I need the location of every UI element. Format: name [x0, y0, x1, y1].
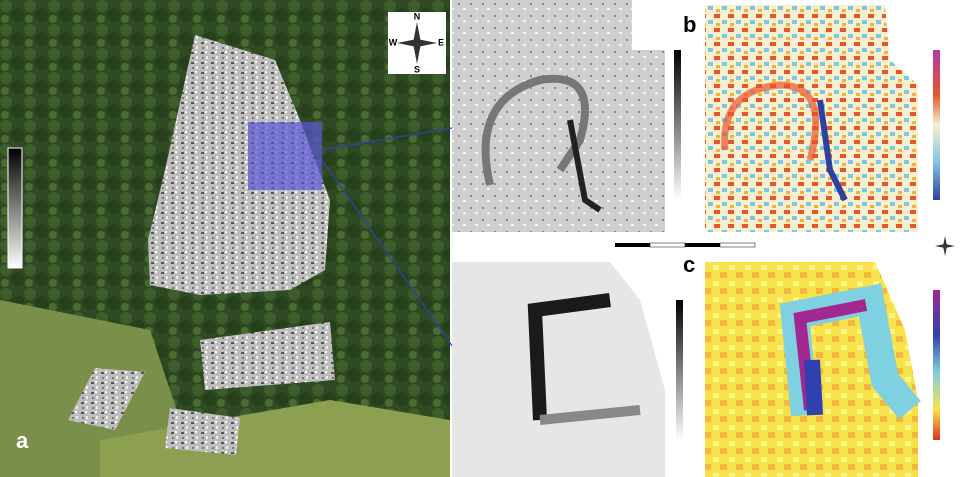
- scale-bar: [615, 243, 755, 247]
- feature: [812, 360, 815, 415]
- compass-rose: [935, 236, 955, 256]
- figure: a N W E S b c: [0, 0, 960, 477]
- resistance-map: [452, 262, 665, 477]
- compass-n: N: [414, 11, 421, 21]
- grey-scale-bar: [674, 50, 681, 200]
- magnetic-map: [452, 0, 665, 232]
- compass-w: W: [389, 37, 398, 47]
- compass-e: E: [438, 37, 444, 47]
- grey-scale-bar: [8, 148, 22, 268]
- panel-label: a: [16, 428, 29, 453]
- colour-scale-bar: [933, 290, 940, 440]
- compass-s: S: [414, 64, 420, 74]
- panel-label: c: [683, 252, 695, 277]
- page: a N W E S b c (() => { const data = JSON…: [0, 0, 960, 477]
- panel-label: b: [683, 12, 696, 37]
- highlight-area: [248, 122, 322, 190]
- grey-scale-bar: [676, 300, 683, 440]
- colour-map: [705, 5, 918, 232]
- colour-scale-bar: [933, 50, 940, 200]
